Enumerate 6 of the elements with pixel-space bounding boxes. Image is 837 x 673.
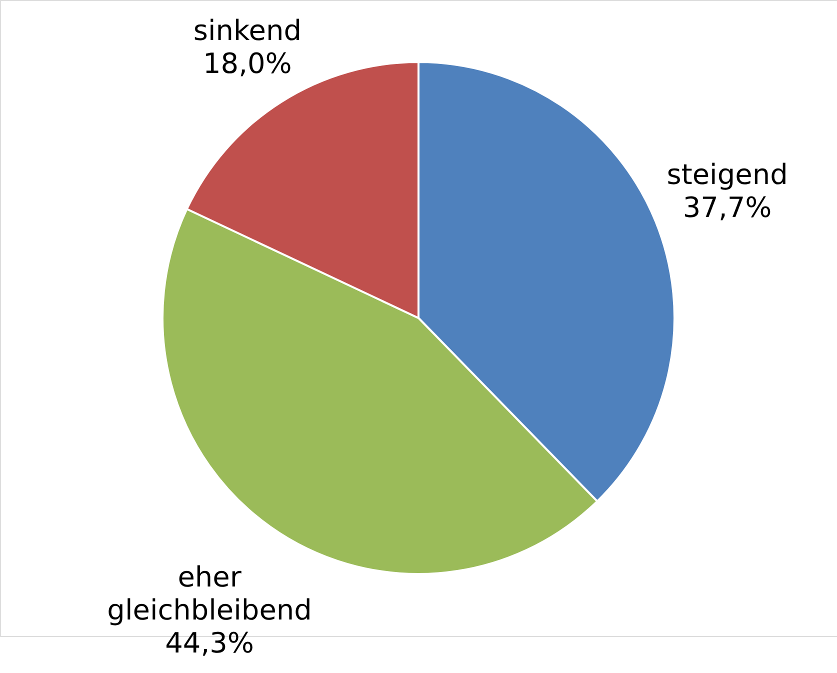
data-label: 18,0% xyxy=(202,46,292,80)
slice-label: steigend xyxy=(666,158,788,191)
slice-label: sinkend xyxy=(193,14,302,47)
data-label: 44,3% xyxy=(165,626,254,660)
data-label: 37,7% xyxy=(682,190,772,224)
slice-label: eher gleichbleibend xyxy=(107,560,312,626)
